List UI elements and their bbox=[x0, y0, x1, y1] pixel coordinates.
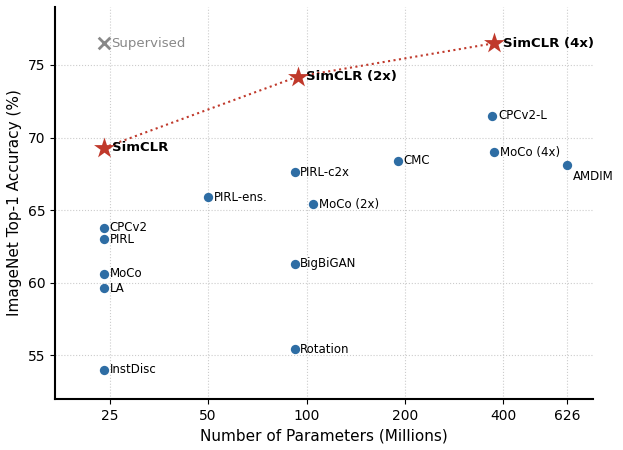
Text: SimCLR (2x): SimCLR (2x) bbox=[306, 70, 397, 83]
Text: PIRL: PIRL bbox=[110, 233, 135, 246]
Point bbox=[99, 235, 109, 243]
Text: MoCo: MoCo bbox=[110, 267, 142, 280]
Point bbox=[308, 201, 318, 208]
Point bbox=[562, 162, 572, 169]
Text: SimCLR (4x): SimCLR (4x) bbox=[503, 37, 594, 50]
Text: Supervised: Supervised bbox=[111, 37, 185, 50]
Text: BigBiGAN: BigBiGAN bbox=[300, 257, 356, 270]
Point bbox=[290, 260, 300, 267]
Point bbox=[99, 366, 109, 373]
Text: PIRL-c2x: PIRL-c2x bbox=[300, 166, 350, 179]
Point bbox=[99, 40, 109, 47]
Text: SimCLR: SimCLR bbox=[112, 141, 169, 154]
Point bbox=[290, 346, 300, 353]
Text: LA: LA bbox=[110, 282, 124, 295]
Point bbox=[99, 144, 109, 151]
Text: Rotation: Rotation bbox=[300, 343, 350, 356]
Text: CPCv2: CPCv2 bbox=[110, 221, 148, 234]
Text: InstDisc: InstDisc bbox=[110, 363, 156, 376]
Point bbox=[293, 73, 303, 80]
Text: MoCo (2x): MoCo (2x) bbox=[319, 198, 379, 211]
Text: MoCo (4x): MoCo (4x) bbox=[500, 145, 560, 158]
Text: CMC: CMC bbox=[403, 154, 430, 167]
Y-axis label: ImageNet Top-1 Accuracy (%): ImageNet Top-1 Accuracy (%) bbox=[7, 90, 22, 316]
Text: AMDIM: AMDIM bbox=[573, 170, 614, 183]
Point bbox=[99, 270, 109, 278]
Text: PIRL-ens.: PIRL-ens. bbox=[214, 190, 267, 203]
Point bbox=[489, 40, 499, 47]
X-axis label: Number of Parameters (Millions): Number of Parameters (Millions) bbox=[200, 428, 448, 443]
Point bbox=[203, 194, 213, 201]
Point bbox=[290, 169, 300, 176]
Point bbox=[392, 157, 402, 164]
Point bbox=[489, 148, 499, 156]
Point bbox=[487, 112, 497, 119]
Point bbox=[99, 224, 109, 231]
Text: CPCv2-L: CPCv2-L bbox=[498, 109, 547, 122]
Point bbox=[99, 285, 109, 292]
